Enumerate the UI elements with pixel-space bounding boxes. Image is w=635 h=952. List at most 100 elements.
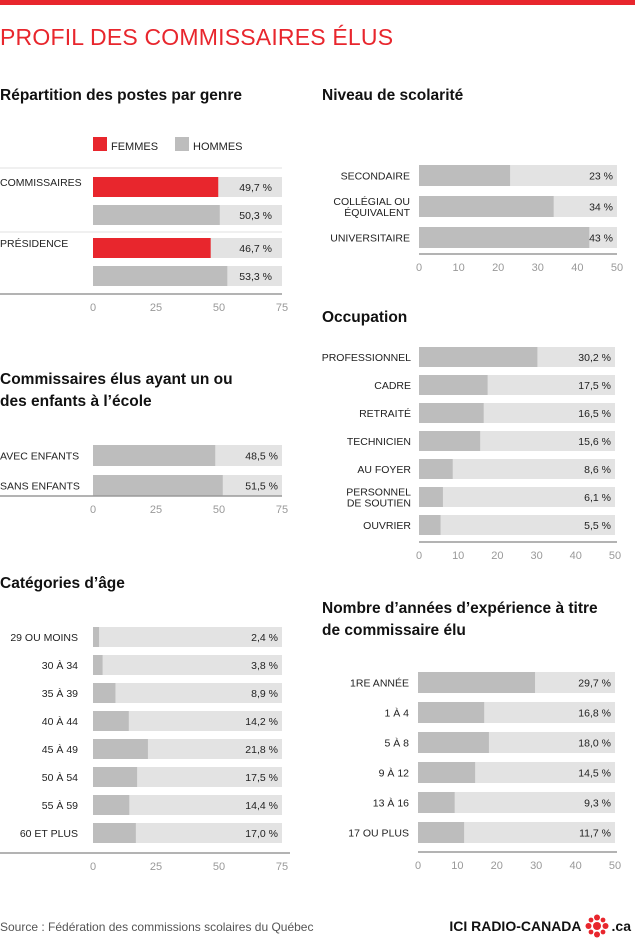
age-category-label: 60 ET PLUS xyxy=(20,828,78,840)
age-data-label: 8,9 % xyxy=(251,688,278,700)
genre-category-label: PRÉSIDENCE xyxy=(0,237,68,250)
experience-category-label: 1RE ANNÉE xyxy=(350,677,409,690)
experience-bar xyxy=(418,672,536,693)
chart-title-enfants: Commissaires élus ayant un ou des enfant… xyxy=(0,371,233,410)
age-bar-track xyxy=(93,683,282,703)
occupation-tick-label: 0 xyxy=(416,550,422,562)
enfants-data-label: 48,5 % xyxy=(245,451,278,463)
top-accent-bar xyxy=(0,0,635,5)
chart-title-scolarite: Niveau de scolarité xyxy=(322,87,464,104)
occupation-data-label: 6,1 % xyxy=(584,492,611,504)
age-tick-label: 25 xyxy=(150,861,162,873)
age-tick-label: 50 xyxy=(213,861,225,873)
enfants-bar xyxy=(93,475,223,496)
age-bar-track xyxy=(93,711,282,731)
occupation-bar xyxy=(419,487,443,507)
genre-tick-label: 25 xyxy=(150,302,162,314)
age-category-label: 29 OU MOINS xyxy=(10,632,78,644)
experience-tick-label: 0 xyxy=(415,860,421,872)
age-bar-track xyxy=(93,795,282,815)
age-category-label: 35 À 39 xyxy=(42,687,78,700)
radio-canada-logo: ICI RADIO-CANADA .ca xyxy=(449,914,631,938)
age-bar xyxy=(93,711,129,731)
genre-data-label: 46,7 % xyxy=(239,243,272,255)
occupation-category-label: PERSONNEL DE SOUTIEN xyxy=(346,487,411,510)
occupation-bar-track xyxy=(419,459,615,479)
occupation-category-label: AU FOYER xyxy=(357,464,411,476)
age-category-label: 30 À 34 xyxy=(42,659,78,672)
age-category-label: 55 À 59 xyxy=(42,799,78,812)
occupation-category-label: PROFESSIONNEL xyxy=(322,352,411,364)
age-category-label: 50 À 54 xyxy=(42,771,78,784)
age-bar-track xyxy=(93,767,282,787)
scolarite-data-label: 43 % xyxy=(589,233,613,245)
experience-tick-label: 50 xyxy=(609,860,621,872)
experience-category-label: 1 À 4 xyxy=(384,707,409,720)
age-data-label: 2,4 % xyxy=(251,632,278,644)
logo-domain: .ca xyxy=(611,918,631,934)
scolarite-tick-label: 0 xyxy=(416,262,422,274)
scolarite-category-label: SECONDAIRE xyxy=(341,171,410,183)
experience-bar xyxy=(418,792,455,813)
occupation-data-label: 17,5 % xyxy=(578,380,611,392)
occupation-category-label: RETRAITÉ xyxy=(359,407,411,420)
occupation-bar xyxy=(419,403,484,423)
scolarite-tick-label: 40 xyxy=(571,262,583,274)
occupation-tick-label: 10 xyxy=(452,550,464,562)
age-data-label: 17,5 % xyxy=(245,772,278,784)
scolarite-tick-label: 30 xyxy=(532,262,544,274)
scolarite-bar xyxy=(419,227,590,248)
age-bar xyxy=(93,739,148,759)
enfants-data-label: 51,5 % xyxy=(245,481,278,493)
scolarite-tick-label: 10 xyxy=(452,262,464,274)
age-tick-label: 75 xyxy=(276,861,288,873)
age-bar-track xyxy=(93,655,282,675)
enfants-tick-label: 25 xyxy=(150,504,162,516)
scolarite-tick-label: 50 xyxy=(611,262,623,274)
age-tick-label: 0 xyxy=(90,861,96,873)
occupation-bar xyxy=(419,431,481,451)
occupation-category-label: OUVRIER xyxy=(363,520,411,532)
age-data-label: 3,8 % xyxy=(251,660,278,672)
genre-tick-label: 50 xyxy=(213,302,225,314)
scolarite-category-label: UNIVERSITAIRE xyxy=(330,233,410,245)
genre-bar-hommes xyxy=(93,205,220,225)
occupation-data-label: 30,2 % xyxy=(578,352,611,364)
scolarite-tick-label: 20 xyxy=(492,262,504,274)
source-note: Source : Fédération des commissions scol… xyxy=(0,920,314,934)
experience-bar xyxy=(418,702,485,723)
occupation-bar xyxy=(419,375,488,395)
enfants-tick-label: 50 xyxy=(213,504,225,516)
genre-category-label: COMMISSAIRES xyxy=(0,177,82,189)
scolarite-category-label: COLLÉGIAL OU ÉQUIVALENT xyxy=(333,195,410,219)
radio-canada-gem-icon xyxy=(585,914,609,938)
experience-data-label: 14,5 % xyxy=(578,768,611,780)
experience-bar xyxy=(418,762,476,783)
occupation-bar xyxy=(419,515,441,535)
enfants-tick-label: 75 xyxy=(276,504,288,516)
legend-label-femmes: FEMMES xyxy=(111,141,158,153)
legend-swatch-hommes xyxy=(175,137,189,151)
age-category-label: 45 À 49 xyxy=(42,743,78,756)
genre-tick-label: 75 xyxy=(276,302,288,314)
chart-title-age: Catégories d’âge xyxy=(0,575,125,592)
experience-tick-label: 20 xyxy=(491,860,503,872)
age-bar xyxy=(93,627,100,647)
occupation-data-label: 8,6 % xyxy=(584,464,611,476)
occupation-category-label: CADRE xyxy=(374,380,411,392)
genre-bar-femmes xyxy=(93,177,219,197)
age-bar xyxy=(93,823,136,843)
age-bar xyxy=(93,795,130,815)
legend-swatch-femmes xyxy=(93,137,107,151)
experience-data-label: 16,8 % xyxy=(578,708,611,720)
genre-data-label: 53,3 % xyxy=(239,271,272,283)
genre-bar-hommes xyxy=(93,266,228,286)
scolarite-data-label: 34 % xyxy=(589,202,613,214)
scolarite-data-label: 23 % xyxy=(589,171,613,183)
enfants-category-label: AVEC ENFANTS xyxy=(0,451,79,463)
genre-tick-label: 0 xyxy=(90,302,96,314)
experience-bar-track xyxy=(418,792,615,813)
chart-title-occupation: Occupation xyxy=(322,309,408,326)
scolarite-bar xyxy=(419,196,554,217)
